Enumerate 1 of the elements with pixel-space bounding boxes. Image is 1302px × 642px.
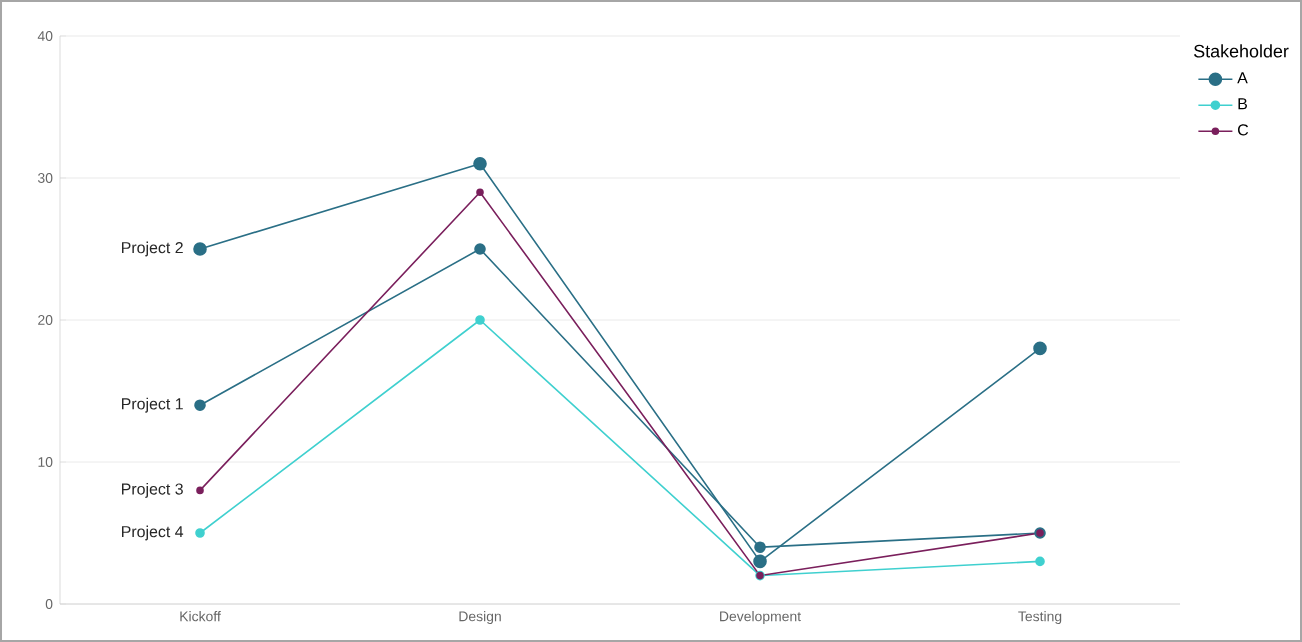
legend-title: Stakeholder <box>1194 44 1289 58</box>
